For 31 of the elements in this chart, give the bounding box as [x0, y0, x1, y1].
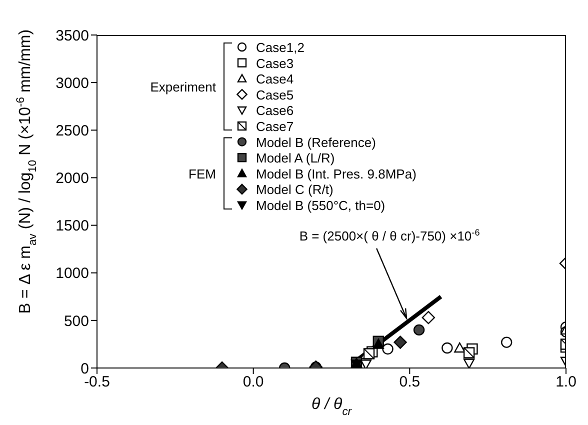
legend-label: Model B (Reference) — [256, 134, 376, 150]
x-axis-title: θ / θ$_{cr}$ — [311, 396, 353, 418]
legend-label: Model A (L/R) — [256, 150, 335, 166]
legend-label: Case7 — [256, 119, 294, 134]
legend-label: Case1,2 — [256, 40, 304, 55]
y-tick-label: 500 — [64, 312, 89, 330]
legend-label: Case3 — [256, 56, 294, 71]
point — [442, 342, 453, 354]
y-tick-label: 1000 — [56, 265, 89, 282]
x-tick-label: 1.0 — [556, 374, 576, 391]
y-tick-label: 3000 — [56, 74, 89, 92]
point — [394, 336, 407, 349]
legend-label: Model C (R/t) — [256, 182, 334, 198]
point — [463, 358, 475, 368]
x-tick-label: 0.0 — [242, 374, 264, 391]
y-tick-label: 2500 — [56, 122, 89, 140]
legend-label: Case6 — [256, 103, 294, 118]
legend-label: Case4 — [256, 72, 294, 87]
annotation: FEM — [188, 166, 216, 182]
point — [382, 343, 394, 355]
point — [372, 338, 384, 349]
annotation: B = (2500×( θ / θ cr)-750) ×10$^{-6}$ — [299, 227, 480, 244]
y-tick-label: 3500 — [56, 27, 89, 44]
legend-label: Case5 — [256, 87, 294, 102]
x-tick-label: 0.5 — [399, 374, 420, 391]
point — [413, 324, 425, 336]
annotation: Experiment — [150, 80, 216, 94]
y-tick-label: 1500 — [56, 218, 89, 235]
legend-label: Model B (Int. Pres. 9.8MPa) — [256, 166, 416, 182]
legend-label: Model B (550°C, th=0) — [256, 198, 386, 213]
y-tick-label: 2000 — [56, 170, 89, 188]
